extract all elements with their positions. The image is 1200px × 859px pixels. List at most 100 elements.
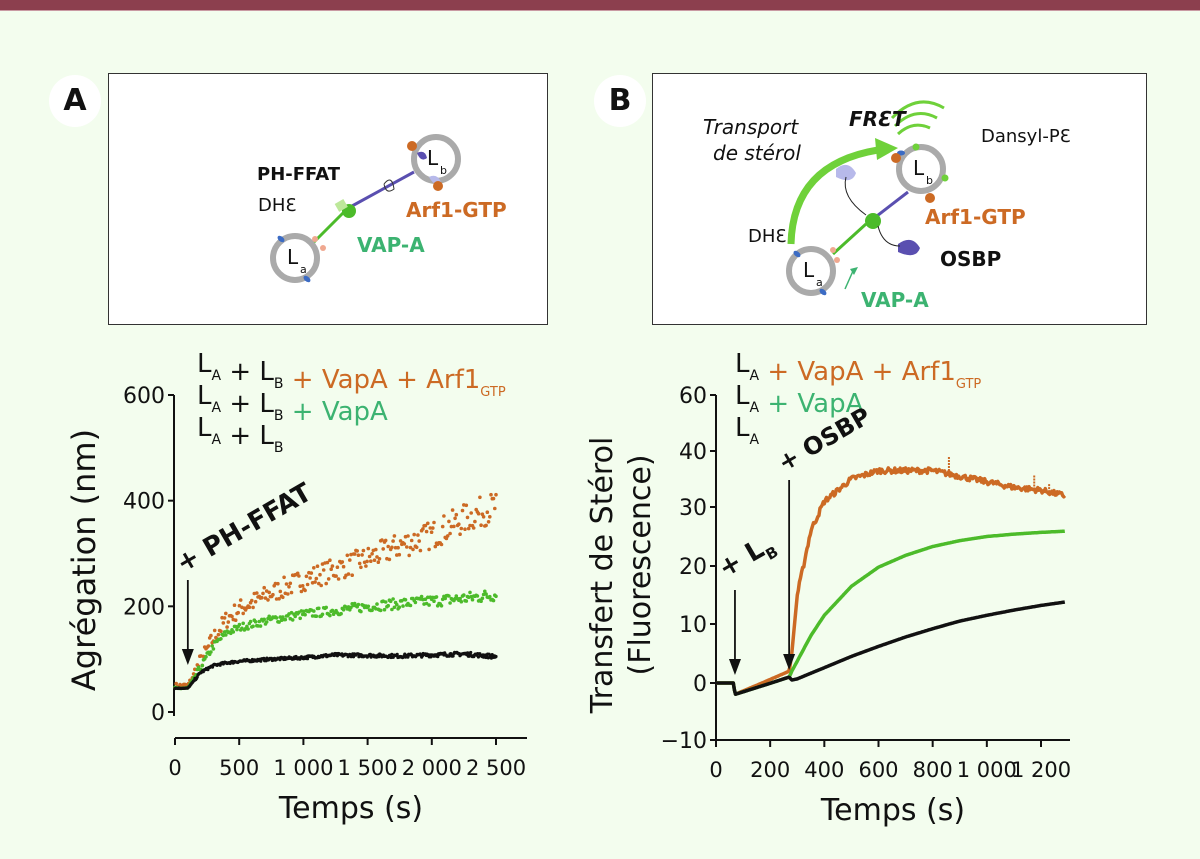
legend-term: + — [221, 357, 251, 387]
data-point — [376, 560, 381, 564]
data-point — [350, 573, 355, 577]
data-point — [494, 654, 498, 659]
data-point — [254, 591, 259, 595]
data-point — [411, 547, 415, 552]
data-point — [320, 612, 325, 617]
data-point — [253, 620, 258, 624]
x-axis-label: Temps (s) — [820, 793, 965, 828]
legend-subscript: B — [274, 408, 284, 424]
data-point — [476, 511, 481, 516]
data-point — [432, 599, 436, 603]
sterol-transport-arrow — [787, 146, 879, 245]
data-point — [341, 564, 346, 569]
data-point — [485, 510, 490, 514]
vesicle-la-label: L — [803, 258, 815, 282]
legend-entry: LA + VapA + Arf1GTP — [735, 349, 981, 392]
diagram-b: L a L b FRƐT Transport de stérol Dansyl-… — [652, 73, 1147, 325]
data-point — [459, 599, 464, 604]
data-point — [374, 547, 378, 552]
data-point — [407, 553, 412, 558]
data-point — [309, 571, 314, 575]
data-point — [238, 598, 243, 602]
data-point — [479, 523, 483, 527]
data-point — [483, 589, 487, 594]
data-point — [480, 596, 485, 601]
data-point — [359, 565, 363, 570]
series-orange — [715, 455, 1067, 696]
legend-colored-term: + VapA + Arf1 — [759, 357, 956, 387]
data-point — [209, 633, 213, 638]
data-point — [267, 590, 272, 595]
data-point — [293, 614, 298, 619]
vesicle-la — [786, 246, 836, 296]
data-point — [382, 607, 387, 612]
legend-term: L — [735, 413, 750, 443]
data-point — [246, 627, 250, 631]
data-point — [277, 597, 281, 601]
data-point — [396, 545, 400, 550]
data-point — [447, 519, 451, 524]
data-point — [219, 629, 223, 633]
data-point — [336, 577, 341, 581]
label-fret: FRƐT — [849, 107, 907, 131]
data-point — [439, 542, 444, 547]
data-point — [278, 589, 283, 594]
data-point — [416, 533, 420, 537]
data-point — [345, 553, 350, 558]
data-point — [406, 534, 410, 538]
data-point — [174, 681, 178, 686]
data-point — [450, 508, 455, 512]
data-point — [314, 576, 319, 581]
data-point — [317, 606, 321, 611]
x-tick-label: 800 — [913, 758, 953, 782]
annotation-subscript: B — [763, 543, 782, 564]
legend-entry: LA + LB + VapA + Arf1GTP — [197, 349, 506, 400]
data-point — [222, 616, 227, 620]
data-point — [312, 609, 316, 613]
data-point — [319, 583, 324, 588]
data-point — [427, 603, 431, 607]
data-point — [463, 527, 467, 531]
data-point — [486, 520, 491, 524]
data-point — [470, 597, 475, 602]
legend-term: L — [197, 381, 212, 411]
data-point — [282, 575, 286, 580]
data-point — [370, 608, 374, 613]
label-arf1-gtp: Arf1-GTP — [406, 198, 507, 222]
data-point — [225, 625, 229, 629]
x-tick-label: 1 000 — [957, 758, 1017, 782]
data-point — [367, 554, 372, 559]
data-point — [375, 555, 379, 559]
data-point — [458, 596, 462, 601]
data-point — [324, 605, 329, 610]
data-point — [312, 566, 316, 570]
legend-term: + — [221, 389, 251, 419]
data-point — [219, 637, 223, 641]
data-point — [392, 605, 397, 610]
data-point — [230, 614, 234, 619]
data-point — [372, 558, 377, 562]
data-point — [355, 549, 360, 553]
data-point — [386, 603, 391, 608]
data-point — [274, 616, 279, 620]
data-point — [263, 596, 268, 600]
data-point — [283, 617, 288, 622]
data-point — [237, 622, 242, 627]
data-point — [383, 538, 388, 543]
data-point — [232, 603, 237, 607]
legend-subscript: B — [274, 440, 284, 456]
data-point — [298, 616, 303, 621]
legend-colored-term: + VapA — [284, 397, 389, 427]
data-point — [216, 632, 221, 637]
legend-term: L — [735, 349, 750, 379]
y-tick-label: 10 — [679, 613, 707, 638]
data-point — [459, 526, 464, 531]
series-line — [715, 600, 1066, 696]
x-tick-label: 1 200 — [1011, 758, 1071, 782]
data-point — [341, 608, 346, 612]
data-point — [413, 600, 418, 605]
data-point — [314, 614, 319, 618]
osbp-protein — [836, 164, 856, 181]
series-black — [715, 600, 1066, 696]
